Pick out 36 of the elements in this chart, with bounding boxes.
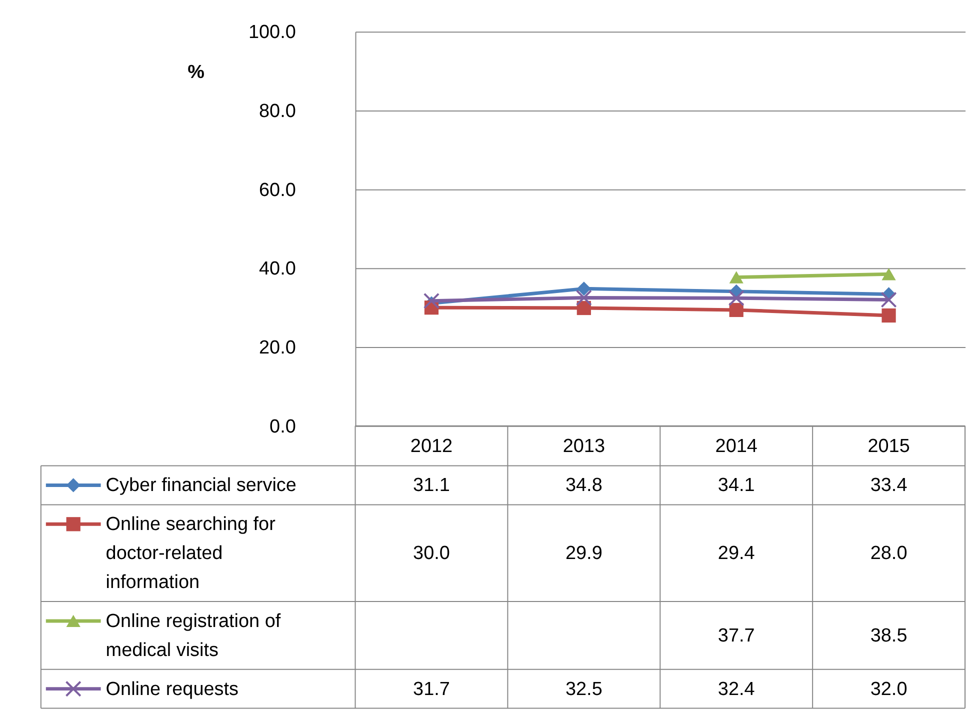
data-label: 29.9 [565, 543, 602, 564]
data-label: 38.5 [870, 625, 908, 646]
data-label: 32.5 [565, 678, 602, 700]
data-label: 32.0 [870, 678, 908, 700]
x-tick-label: 2013 [562, 436, 605, 457]
point [728, 290, 744, 306]
point [882, 308, 896, 323]
data-label: 31.7 [413, 678, 450, 700]
point [880, 292, 897, 308]
y-axis-title: % [188, 62, 205, 84]
y-tick-label: 60.0 [258, 180, 296, 201]
y-tick-label: 20.0 [258, 338, 296, 359]
point [576, 290, 592, 306]
data-label: 34.1 [718, 475, 755, 496]
point [576, 282, 591, 296]
x-tick-label: 2012 [410, 436, 453, 457]
legend-label: Online requests [106, 678, 239, 700]
y-tick-label: 0.0 [270, 416, 296, 438]
point [729, 302, 744, 318]
y-tick-label: 100.0 [248, 22, 296, 44]
point [423, 292, 440, 309]
data-label: 31.1 [413, 475, 450, 496]
x-tick-label: 2015 [868, 436, 910, 457]
data-label: 34.8 [565, 475, 602, 496]
legend-label: Cyber financial service [106, 475, 296, 496]
y-tick-label: 80.0 [258, 100, 296, 122]
data-label: 29.4 [718, 543, 755, 564]
data-label: 28.0 [870, 543, 908, 564]
data-label: 33.4 [870, 475, 908, 496]
legend-label: Online searching for doctor-related information [106, 514, 276, 594]
data-label: 32.4 [718, 678, 755, 700]
y-tick-label: 40.0 [258, 258, 296, 280]
data-label: 37.7 [718, 625, 755, 646]
data-label: 30.0 [413, 543, 450, 564]
legend-label: Online registration of medical visits [106, 610, 282, 661]
x-tick-label: 2014 [715, 436, 758, 457]
